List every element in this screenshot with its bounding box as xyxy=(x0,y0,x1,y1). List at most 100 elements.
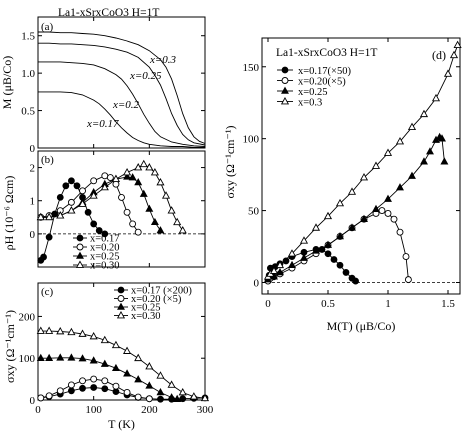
panel-c-ytick-label: 100 xyxy=(19,353,36,365)
panel-a-series-0-line xyxy=(38,91,205,148)
panel-d-legend-label: x=0.20(×5) xyxy=(298,77,346,88)
panel-c-series-1-point xyxy=(56,387,64,395)
panel-c-series-2-point xyxy=(167,393,176,401)
panel-c-series-0-point xyxy=(157,395,164,403)
panel-d-legend-marker xyxy=(281,86,289,94)
panel-b-series-3-point xyxy=(123,168,132,176)
panel-c-legend-marker xyxy=(117,295,125,302)
panel-c-series-2-point xyxy=(36,353,45,362)
panel-b-series-0-point xyxy=(101,230,109,238)
panel-c-xtick-label: 200 xyxy=(141,404,158,416)
panel-c-series-3-point xyxy=(36,326,45,334)
panel-c-series-0-point xyxy=(179,395,187,403)
panel-d-series-3-point xyxy=(407,122,417,131)
panel-b-series-1-point xyxy=(129,220,137,228)
panel-d-series-3-point xyxy=(287,249,297,257)
panel-b-series-2-point xyxy=(123,172,132,180)
panel-a-series-1-line xyxy=(38,61,206,147)
panel-c-legend-marker xyxy=(116,310,126,319)
panel-c-series-1-point xyxy=(145,395,153,403)
panel-a-ytick-label: 0.5 xyxy=(21,106,35,118)
panel-c-series-0-point xyxy=(68,387,75,395)
panel-d-legend-marker xyxy=(280,96,290,105)
panel-c-series-3-point xyxy=(67,327,76,336)
panel-d-tag: (d) xyxy=(432,48,446,62)
panel-d-legend-marker xyxy=(281,77,289,84)
panel-b-series-3-point xyxy=(100,182,109,191)
panel-d-series-1-point xyxy=(390,215,398,223)
panel-b-series-1-point xyxy=(118,193,125,201)
panel-d-series-1-point xyxy=(404,276,412,284)
panel-d-legend-marker xyxy=(281,66,289,74)
panel-d-series-3-point xyxy=(371,161,381,169)
panel-c-legend-label: x=0.30 xyxy=(131,311,161,322)
panel-b-series-3-point xyxy=(139,159,148,168)
panel-c-series-3-point xyxy=(78,329,87,337)
panel-d-series-3-point xyxy=(275,260,285,269)
panel-c-series-3-point xyxy=(145,362,154,370)
panel-c-series-3-point xyxy=(123,346,132,354)
panel-b-series-1-point xyxy=(134,228,142,236)
panel-c-series-2-point xyxy=(156,388,165,396)
panel-b-series-1-point xyxy=(106,174,114,181)
panel-d-series-0-point xyxy=(324,250,332,258)
panel-a-annotation: x=0.2 xyxy=(112,99,140,111)
panel-b-series-2-point xyxy=(128,173,137,181)
panel-b-ytick-label: 2 xyxy=(30,163,36,175)
panel-c-ytick-label: 200 xyxy=(19,311,36,323)
panel-b-series-3-point xyxy=(36,212,45,221)
panel-c-series-1-point xyxy=(134,393,142,401)
panel-c-series-0-point xyxy=(79,384,86,392)
panel-b-series-1-point xyxy=(79,187,86,195)
panel-d-series-2-point xyxy=(312,246,320,254)
panel-d-xlabel: M(T) (μB/Co) xyxy=(327,319,396,333)
panel-c-series-2-point xyxy=(123,369,132,377)
panel-c: 0 100 200 0 100 200 300 (c) σxy (Ω⁻¹cm⁻¹) T (K) x=… xyxy=(3,282,214,431)
panel-d-legend-label: x=0.25 xyxy=(298,87,328,98)
panel-c-series-2-point xyxy=(67,353,76,361)
panel-b-frame xyxy=(37,150,206,268)
panel-b: 0 1 2 (b) ρH (10⁻⁶ Ωcm) x=0.17x=0.20x=0.25x=0… xyxy=(2,150,206,272)
panel-d-ylabel: σxy (Ω⁻¹cm⁻¹) xyxy=(223,126,237,199)
panel-c-series-3-point xyxy=(45,326,54,334)
panel-d-series-0-point xyxy=(342,269,350,276)
panel-b-legend-label: x=0.25 xyxy=(90,252,120,263)
panel-d-series-2-point xyxy=(360,214,368,223)
panel-c-series-1-point xyxy=(79,377,86,385)
panel-c-series-3-point xyxy=(167,380,176,388)
panel-d: 0 50 100 150 0 0.5 1 1.5 La1-xSrxCoO3 H=1T (d) σxy… xyxy=(223,37,462,333)
panel-d-series-2-point xyxy=(384,194,392,202)
panel-d-series-3-point xyxy=(299,236,309,244)
panel-c-xtick-label: 0 xyxy=(35,404,41,416)
panel-c-series-2-point xyxy=(56,353,65,361)
panel-b-series-3-point xyxy=(178,226,187,234)
panel-b-series-3-point xyxy=(161,191,171,199)
panel-c-series-1-point xyxy=(45,392,53,400)
panel-d-header: La1-xSrxCoO3 H=1T xyxy=(276,47,377,59)
panel-b-series-3-point xyxy=(78,199,87,207)
panel-d-series-3-point xyxy=(431,93,441,102)
panel-b-series-3-point xyxy=(56,211,65,219)
panel-d-ytick-label: 150 xyxy=(243,62,260,74)
panel-b-series-3-point xyxy=(67,206,76,214)
panel-a-tag: (a) xyxy=(41,21,54,33)
panel-b-legend-label: x=0.20 xyxy=(90,243,120,254)
panel-d-xtick-label: 0.5 xyxy=(321,298,335,310)
panel-d-series-0-point xyxy=(336,261,344,269)
panel-a-frame xyxy=(37,16,206,149)
panel-c-series-1-point xyxy=(37,394,45,402)
panel-c-series-0-point xyxy=(101,385,109,393)
panel-b-series-3-point xyxy=(145,163,154,171)
panel-c-series-1-point xyxy=(101,377,109,385)
panel-d-series-2-point xyxy=(408,171,416,179)
panel-c-frame xyxy=(37,282,206,401)
panel-b-series-1-line xyxy=(40,175,139,233)
panel-d-series-3-point xyxy=(453,40,462,49)
panel-c-series-3-point xyxy=(100,335,109,344)
panel-d-series-2-point xyxy=(324,240,332,248)
panel-d-series-1-point xyxy=(402,253,410,261)
panel-d-series-1-point xyxy=(378,207,386,215)
panel-b-series-1-point xyxy=(90,177,98,185)
panel-a-ytick-label: 0 xyxy=(30,143,36,155)
panel-b-series-0-point xyxy=(73,182,81,190)
